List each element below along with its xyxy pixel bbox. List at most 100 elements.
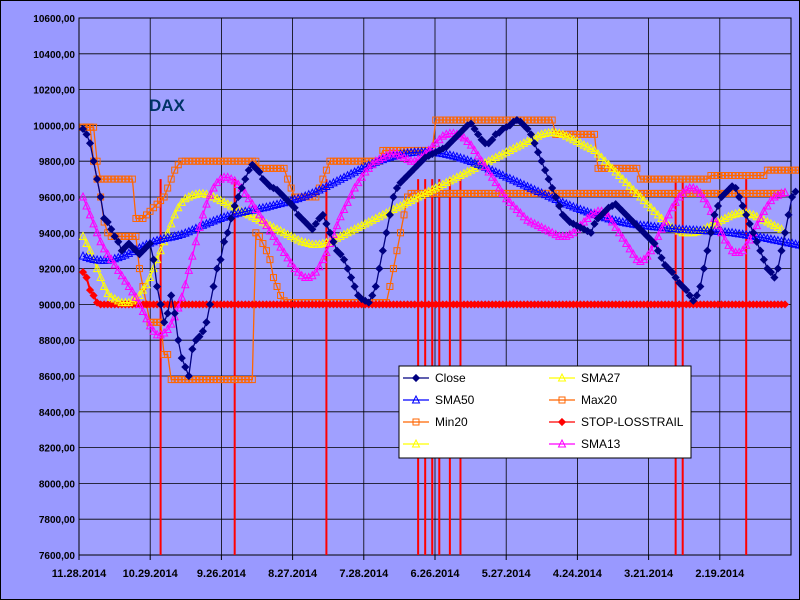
data-point-min20	[756, 189, 764, 197]
data-point-sma13	[191, 236, 201, 246]
data-point-sma50	[572, 203, 582, 212]
data-point-max20	[576, 130, 584, 138]
data-point-sma13	[688, 182, 698, 192]
data-point-sma27	[173, 202, 183, 212]
data-point-close	[710, 210, 719, 219]
data-point-sma50	[325, 179, 335, 189]
data-point-min20	[594, 189, 602, 197]
data-point-sma13	[223, 172, 232, 181]
y-tick-label: 8800,00	[39, 336, 76, 347]
data-point-close	[85, 139, 95, 148]
data-point-max20	[710, 172, 718, 180]
data-point-sma13	[519, 211, 529, 221]
data-point-sma13	[251, 204, 261, 214]
data-point-close	[671, 273, 680, 282]
data-point-max20	[164, 184, 172, 192]
data-point-min20	[386, 283, 394, 290]
data-point-sma13	[272, 236, 282, 246]
data-point-sma13	[667, 202, 677, 212]
data-point-close	[103, 217, 112, 227]
data-point-max20	[361, 157, 369, 165]
data-point-sma13	[195, 222, 204, 231]
data-point-min20	[171, 376, 179, 384]
data-point-sma27	[502, 147, 511, 156]
data-point-max20	[139, 214, 147, 222]
data-point-sma27	[124, 297, 134, 307]
data-point-sma27	[777, 224, 786, 233]
data-point-max20	[481, 116, 489, 124]
data-point-sma27	[392, 202, 402, 212]
data-point-sma13	[188, 250, 197, 260]
data-point-sma50	[198, 220, 208, 229]
data-point-sma27	[346, 225, 356, 235]
data-point-max20	[153, 200, 161, 208]
data-point-sma50	[357, 163, 366, 173]
data-point-sma27	[184, 191, 194, 201]
data-point-sma27	[646, 202, 656, 212]
data-point-min20	[509, 189, 517, 197]
data-point-sma50	[343, 170, 352, 180]
data-point-max20	[118, 175, 126, 183]
data-point-close	[188, 345, 197, 354]
data-point-close	[230, 201, 239, 211]
data-point-sma50	[512, 176, 522, 186]
data-point-sma27	[724, 211, 733, 221]
legend-marker	[411, 394, 421, 404]
data-point-sma13	[99, 243, 109, 253]
data-point-max20	[231, 157, 239, 165]
data-point-sma13	[502, 193, 511, 203]
data-point-close	[343, 264, 352, 273]
data-point-min20	[506, 189, 514, 197]
data-point-close	[375, 264, 384, 273]
data-point-close	[777, 246, 786, 255]
data-point-sma13	[621, 238, 631, 248]
data-point-close	[223, 228, 232, 237]
data-point-max20	[471, 116, 479, 124]
data-point-sma27	[674, 225, 684, 235]
data-point-sma27	[579, 139, 589, 149]
data-point-max20	[192, 157, 200, 165]
data-point-min20	[446, 189, 454, 197]
y-tick-label: 10400,00	[33, 50, 75, 61]
legend-marker	[558, 396, 566, 404]
data-point-sma50	[569, 201, 578, 211]
data-point-close	[382, 228, 391, 237]
y-tick-label: 10000,00	[33, 121, 75, 132]
data-point-stop-losstrail	[85, 286, 95, 295]
data-point-max20	[326, 157, 334, 165]
data-point-sma13	[403, 154, 412, 163]
data-point-close	[82, 130, 91, 139]
data-point-min20	[188, 376, 196, 384]
data-point-max20	[460, 116, 468, 124]
data-point-sma50	[346, 168, 356, 178]
data-point-close	[569, 219, 578, 228]
data-point-sma27	[371, 213, 381, 222]
data-point-max20	[206, 157, 214, 165]
data-point-max20	[135, 214, 143, 222]
data-point-sma13	[173, 302, 183, 312]
data-point-close	[555, 201, 564, 211]
data-point-sma27	[748, 209, 758, 219]
legend-item: SMA27	[549, 371, 621, 385]
data-point-max20	[111, 175, 119, 183]
data-point-max20	[541, 116, 549, 124]
data-point-max20	[781, 166, 789, 174]
data-point-max20	[432, 116, 440, 124]
data-point-min20	[760, 189, 768, 197]
data-point-min20	[474, 189, 482, 197]
data-point-min20	[591, 189, 599, 197]
data-point-sma13	[226, 173, 236, 183]
data-point-sma27	[590, 145, 599, 154]
data-point-min20	[661, 189, 669, 197]
data-point-max20	[650, 175, 658, 183]
data-point-sma13	[477, 156, 486, 165]
data-point-sma13	[216, 173, 225, 183]
data-point-sma13	[353, 177, 363, 187]
data-point-sma27	[572, 136, 582, 146]
data-point-sma27	[487, 154, 497, 163]
data-point-sma13	[145, 320, 155, 330]
data-point-close	[237, 183, 246, 193]
data-point-sma13	[382, 150, 391, 160]
data-point-sma13	[230, 175, 239, 185]
data-point-max20	[185, 157, 193, 165]
